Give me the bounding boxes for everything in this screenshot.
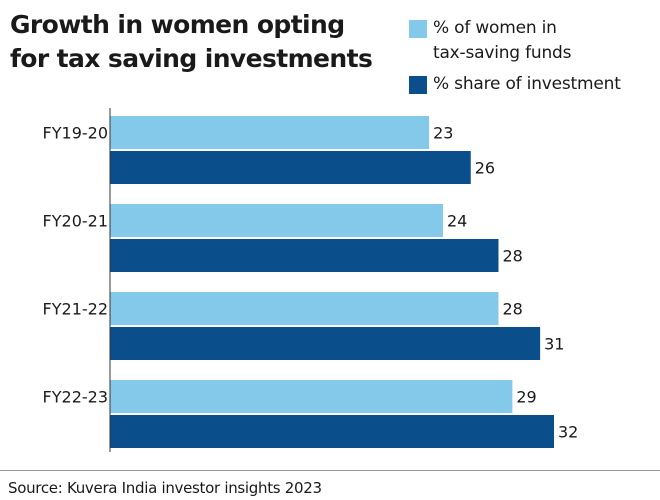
legend-item-share-of-investment: % share of investment [409,72,659,97]
legend-label: % share of investment [433,74,621,94]
category-label: FY20-21 [43,212,108,231]
bar-fy22-23-series-2 [110,415,554,448]
data-label: 24 [447,212,467,231]
bar-fy20-21-series-2 [110,239,499,272]
bar-fy21-22-series-1 [110,292,499,325]
legend-swatch-light [409,20,427,38]
bar-fy19-20-series-1 [110,116,430,149]
chart-title: Growth in women opting for tax saving in… [10,8,390,76]
legend-swatch-dark [409,76,427,94]
category-label: FY21-22 [43,300,108,319]
chart-title-line-2: for tax saving investments [10,44,373,73]
category-label: FY19-20 [43,124,108,143]
footer-divider [0,470,660,471]
legend-label-line-2: tax-saving funds [433,43,572,63]
chart-title-line-1: Growth in women opting [10,10,345,39]
data-label: 26 [475,159,495,178]
legend-item-women-in-funds: % of women in tax-saving funds [409,16,659,66]
data-label: 32 [558,423,578,442]
data-label: 28 [503,300,523,319]
data-label: 28 [503,247,523,266]
bar-fy21-22-series-2 [110,327,541,360]
chart-legend: % of women in tax-saving funds % share o… [409,16,659,97]
data-label: 23 [433,124,453,143]
bar-fy20-21-series-1 [110,204,443,237]
source-note: Source: Kuvera India investor insights 2… [8,479,322,497]
legend-label-line-1: % of women in [433,18,557,38]
bar-fy19-20-series-2 [110,151,471,184]
category-label: FY22-23 [43,388,108,407]
bar-fy22-23-series-1 [110,380,513,413]
data-label: 31 [544,335,564,354]
data-label: 29 [516,388,536,407]
bar-chart: 23 26 FY19-20 24 28 FY20-21 28 31 FY21-22 29 32 FY2… [43,108,578,452]
